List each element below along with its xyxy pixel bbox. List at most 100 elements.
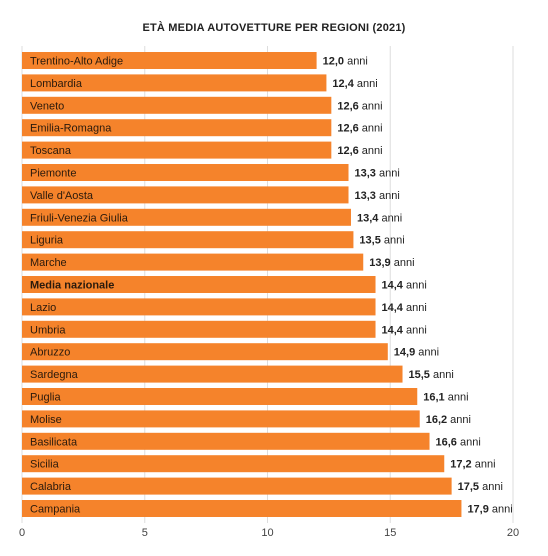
bar-value-unit: anni xyxy=(376,190,400,202)
bar-value-number: 14,4 xyxy=(382,280,404,292)
bar-value-unit: anni xyxy=(359,100,383,112)
bar xyxy=(22,320,376,338)
bar-value-number: 12,4 xyxy=(332,78,354,90)
bar-category-label: Campania xyxy=(30,504,81,516)
bar-category-label: Sardegna xyxy=(30,369,79,381)
bar xyxy=(22,388,418,405)
bar-category-label: Emilia-Romagna xyxy=(30,123,112,135)
bar xyxy=(22,164,349,181)
bar-value-number: 13,4 xyxy=(357,212,379,224)
bar-value-number: 12,6 xyxy=(337,145,358,157)
bar-value-unit: anni xyxy=(359,123,383,135)
bar-value-label: 16,1 anni xyxy=(423,392,468,404)
bar-category-label: Valle d'Aosta xyxy=(30,190,94,202)
bar-value-unit: anni xyxy=(391,257,415,269)
bar-value-label: 13,3 anni xyxy=(355,190,400,202)
bar-category-label: Umbria xyxy=(30,324,66,336)
bar xyxy=(22,253,364,271)
bar-value-number: 14,4 xyxy=(382,302,404,314)
bar xyxy=(22,298,376,316)
bar-value-unit: anni xyxy=(344,56,368,68)
bar-value-number: 13,3 xyxy=(355,168,376,180)
bar-value-label: 14,4 anni xyxy=(382,302,427,314)
bar-value-number: 14,9 xyxy=(394,347,415,359)
bar-value-number: 14,4 xyxy=(382,324,404,336)
bar xyxy=(22,186,349,204)
bar-value-unit: anni xyxy=(403,280,427,292)
bar-value-unit: anni xyxy=(359,145,383,157)
bar-value-unit: anni xyxy=(447,414,471,426)
bar xyxy=(22,477,452,495)
bar xyxy=(22,231,354,249)
bar-value-unit: anni xyxy=(378,212,402,224)
bar xyxy=(22,343,388,361)
bar-value-number: 17,9 xyxy=(467,504,488,516)
bar-category-label: Calabria xyxy=(30,481,72,493)
bar-value-number: 12,6 xyxy=(337,123,358,135)
bar-value-label: 13,9 anni xyxy=(369,257,414,269)
bar-value-label: 17,2 anni xyxy=(450,459,495,471)
bar-value-unit: anni xyxy=(430,369,454,381)
bar-value-label: 13,3 anni xyxy=(355,168,400,180)
bar xyxy=(22,208,351,226)
bar-value-label: 12,0 anni xyxy=(323,56,368,68)
bar-value-label: 12,6 anni xyxy=(337,145,382,157)
bar-value-number: 16,1 xyxy=(423,392,444,404)
bar-value-label: 14,4 anni xyxy=(382,280,427,292)
bar-value-label: 17,5 anni xyxy=(458,481,503,493)
bar xyxy=(22,141,332,159)
bar-value-number: 17,2 xyxy=(450,459,471,471)
bar-value-unit: anni xyxy=(376,168,400,180)
bar xyxy=(22,410,420,428)
x-tick-label: 0 xyxy=(19,527,25,539)
bar-category-label: Friuli-Venezia Giulia xyxy=(30,212,129,224)
bar-value-number: 13,9 xyxy=(369,257,390,269)
bar-value-unit: anni xyxy=(445,392,469,404)
bar xyxy=(22,52,317,69)
bar-value-unit: anni xyxy=(403,302,427,314)
bar-value-unit: anni xyxy=(472,459,496,471)
bar-value-label: 12,6 anni xyxy=(337,123,382,135)
bar xyxy=(22,500,462,517)
x-tick-label: 20 xyxy=(507,527,519,539)
bar-value-label: 16,2 anni xyxy=(426,414,471,426)
bar xyxy=(22,96,332,114)
x-tick-label: 15 xyxy=(384,527,396,539)
bar-category-label: Trentino-Alto Adige xyxy=(30,56,123,68)
bar-value-unit: anni xyxy=(479,481,503,493)
bar-value-label: 17,9 anni xyxy=(467,504,512,516)
bar-category-label: Sicilia xyxy=(30,459,60,471)
bar xyxy=(22,455,445,473)
bar-category-label: Abruzzo xyxy=(30,347,70,359)
bar-category-label: Puglia xyxy=(30,392,61,404)
x-tick-label: 10 xyxy=(261,527,273,539)
bar-category-label: Media nazionale xyxy=(30,280,114,292)
bar-category-label: Lombardia xyxy=(30,78,83,90)
bar xyxy=(22,276,376,293)
bar-value-label: 12,6 anni xyxy=(337,100,382,112)
bar-category-label: Piemonte xyxy=(30,168,76,180)
bar-category-label: Molise xyxy=(30,414,62,426)
bar xyxy=(22,365,403,383)
bar-category-label: Veneto xyxy=(30,100,64,112)
bar-value-unit: anni xyxy=(381,235,405,247)
bar-value-label: 12,4 anni xyxy=(332,78,377,90)
bar-category-label: Lazio xyxy=(30,302,56,314)
bar-value-label: 14,4 anni xyxy=(382,324,427,336)
bar-value-number: 13,3 xyxy=(355,190,376,202)
bar-category-label: Basilicata xyxy=(30,436,78,448)
bar-value-unit: anni xyxy=(415,347,439,359)
bar-value-number: 16,2 xyxy=(426,414,447,426)
bar-value-number: 13,5 xyxy=(359,235,380,247)
bar-category-label: Marche xyxy=(30,257,67,269)
bar-value-unit: anni xyxy=(354,78,378,90)
bar xyxy=(22,74,327,92)
bar-value-number: 15,5 xyxy=(409,369,430,381)
bar-value-number: 16,6 xyxy=(436,436,457,448)
bar-category-label: Liguria xyxy=(30,235,64,247)
bar-value-label: 13,5 anni xyxy=(359,235,404,247)
bar-value-label: 13,4 anni xyxy=(357,212,402,224)
bar-value-unit: anni xyxy=(403,324,427,336)
bar-value-unit: anni xyxy=(457,436,481,448)
